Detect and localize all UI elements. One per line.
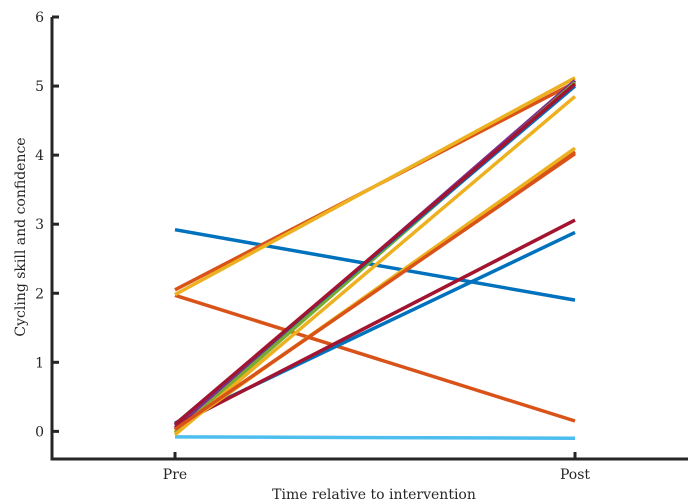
y-tick-label-6: 6	[35, 10, 44, 26]
series-line-12	[173, 95, 577, 437]
series-line-4	[174, 76, 576, 297]
y-tick-label-0: 0	[35, 424, 44, 440]
axes-layer: 0 1 2 3 4 5 6 Pre Post	[35, 10, 688, 483]
series-line-15	[173, 82, 577, 426]
series-line-2	[174, 293, 576, 423]
series-layer	[173, 76, 577, 441]
y-tick-label-3: 3	[35, 217, 44, 233]
y-tick-label-1: 1	[35, 355, 44, 371]
series-line-5	[174, 435, 576, 441]
y-tick-label-4: 4	[35, 148, 44, 164]
series-line-13	[174, 152, 576, 431]
x-axis-title: Time relative to intervention	[272, 487, 476, 503]
y-tick-label-2: 2	[35, 286, 44, 302]
y-tick-label-5: 5	[35, 79, 44, 95]
y-axis-title: Cycling skill and confidence	[13, 137, 29, 336]
x-tick-label-2: Post	[560, 467, 590, 483]
x-tick-label-1: Pre	[163, 467, 187, 483]
series-line-8	[174, 218, 576, 428]
